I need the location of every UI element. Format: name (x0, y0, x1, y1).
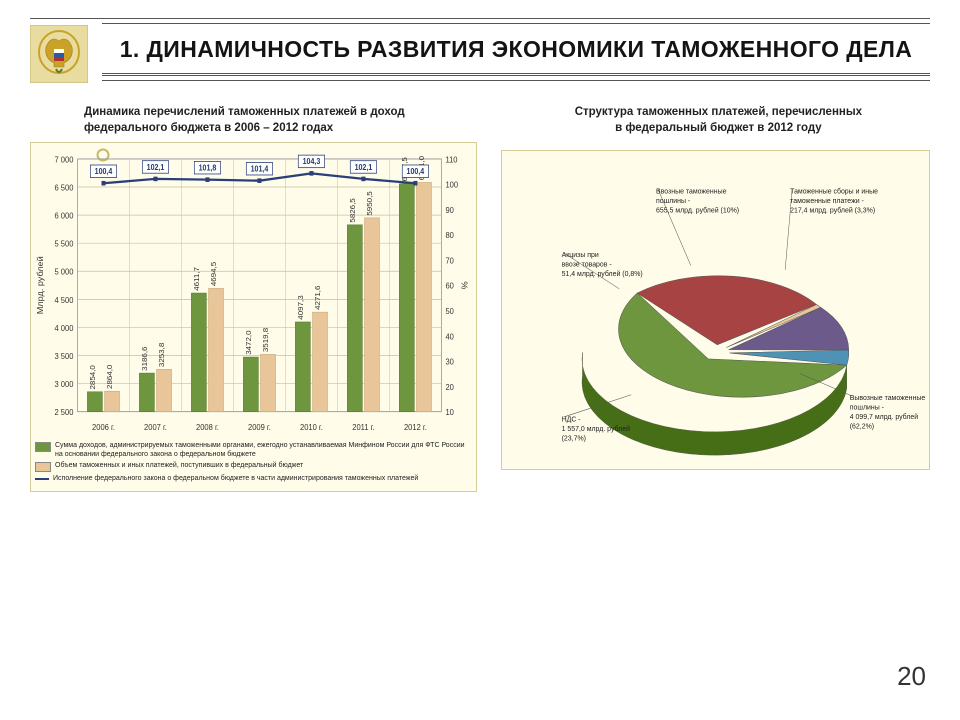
svg-text:30: 30 (445, 357, 454, 367)
svg-text:5826,5: 5826,5 (348, 198, 356, 222)
svg-text:2006 г.: 2006 г. (92, 423, 115, 433)
svg-text:4694,5: 4694,5 (209, 262, 217, 286)
svg-text:100,4: 100,4 (407, 167, 425, 177)
svg-text:2010 г.: 2010 г. (300, 423, 323, 433)
svg-text:101,8: 101,8 (199, 163, 217, 173)
svg-text:2011 г.: 2011 г. (352, 423, 374, 433)
slide-title: 1. ДИНАМИЧНОСТЬ РАЗВИТИЯ ЭКОНОМИКИ ТАМОЖ… (102, 34, 930, 65)
svg-text:2864,0: 2864,0 (105, 365, 113, 389)
svg-text:3472,0: 3472,0 (244, 331, 252, 355)
svg-text:1 557,0 млрд. рублей: 1 557,0 млрд. рублей (561, 424, 629, 433)
svg-text:Вывозные таможенные: Вывозные таможенные (850, 393, 925, 402)
svg-text:ввозе товаров -: ввозе товаров - (561, 259, 612, 268)
svg-text:Млрд. рублей: Млрд. рублей (36, 256, 45, 314)
legend-1: Сумма доходов, администрируемых таможенн… (55, 441, 472, 459)
left-chart-title-1: Динамика перечислений таможенных платеже… (84, 106, 405, 118)
bar-chart-panel: Динамика перечислений таможенных платеже… (30, 111, 477, 492)
svg-text:6 000: 6 000 (54, 211, 73, 221)
svg-text:102,1: 102,1 (147, 162, 165, 172)
svg-text:40: 40 (445, 332, 454, 342)
svg-text:2009 г.: 2009 г. (248, 423, 271, 433)
svg-text:2854,0: 2854,0 (88, 365, 96, 389)
svg-text:655,5 млрд. рублей (10%): 655,5 млрд. рублей (10%) (656, 205, 739, 214)
svg-text:110: 110 (445, 155, 458, 165)
svg-text:5950,5: 5950,5 (365, 191, 373, 215)
svg-text:3 000: 3 000 (54, 380, 73, 390)
svg-text:Таможенные сборы и иные: Таможенные сборы и иные (790, 186, 878, 195)
legend-2: Объем таможенных и иных платежей, поступ… (55, 461, 303, 470)
svg-text:102,1: 102,1 (355, 162, 373, 172)
svg-text:НДС -: НДС - (561, 414, 581, 423)
svg-text:2 500: 2 500 (54, 408, 73, 418)
right-chart-title-2: в федеральный бюджет в 2012 году (615, 122, 822, 134)
svg-text:Ввозные таможенные: Ввозные таможенные (656, 186, 726, 195)
svg-text:4097,3: 4097,3 (296, 295, 304, 319)
svg-text:2012 г.: 2012 г. (404, 423, 427, 433)
svg-text:3 500: 3 500 (54, 352, 73, 362)
svg-text:70: 70 (445, 256, 454, 266)
svg-text:51,4 млрд. рублей (0,8%): 51,4 млрд. рублей (0,8%) (561, 269, 642, 278)
page-number: 20 (897, 661, 926, 692)
svg-text:5 500: 5 500 (54, 239, 73, 249)
svg-text:4 099,7 млрд. рублей: 4 099,7 млрд. рублей (850, 412, 918, 421)
svg-text:пошлины -: пошлины - (656, 196, 691, 205)
svg-text:80: 80 (445, 231, 454, 241)
svg-text:100: 100 (445, 180, 458, 190)
svg-text:4 000: 4 000 (54, 323, 73, 333)
pie-chart-panel: Структура таможенных платежей, перечисле… (501, 111, 930, 492)
svg-text:3519,8: 3519,8 (261, 328, 269, 352)
svg-text:90: 90 (445, 206, 454, 216)
svg-text:4611,7: 4611,7 (192, 267, 200, 291)
svg-text:3253,8: 3253,8 (157, 343, 165, 367)
svg-text:3186,6: 3186,6 (140, 347, 148, 371)
svg-text:104,3: 104,3 (303, 157, 321, 167)
svg-text:2008 г.: 2008 г. (196, 423, 219, 433)
left-chart-title-2: федерального бюджета в 2006 – 2012 годах (84, 122, 333, 134)
customs-emblem-logo (30, 25, 88, 83)
svg-text:Акцизы при: Акцизы при (561, 250, 598, 259)
svg-text:6 500: 6 500 (54, 183, 73, 193)
svg-text:2007 г.: 2007 г. (144, 423, 167, 433)
svg-text:4271,6: 4271,6 (313, 286, 321, 310)
svg-text:101,4: 101,4 (251, 164, 269, 174)
bar-chart-legend: Сумма доходов, администрируемых таможенн… (31, 437, 476, 491)
svg-text:5 000: 5 000 (54, 267, 73, 277)
svg-text:7 000: 7 000 (54, 155, 73, 165)
svg-text:(23,7%): (23,7%) (561, 433, 585, 442)
svg-text:60: 60 (445, 281, 454, 291)
svg-text:пошлины -: пошлины - (850, 402, 885, 411)
svg-text:%: % (460, 281, 469, 289)
svg-text:(62,2%): (62,2%) (850, 422, 874, 431)
svg-text:50: 50 (445, 307, 454, 317)
legend-3: Исполнение федерального закона о федерал… (53, 474, 418, 483)
svg-text:100,4: 100,4 (95, 167, 113, 177)
svg-text:таможенные платежи -: таможенные платежи - (790, 196, 864, 205)
svg-text:10: 10 (445, 408, 454, 418)
svg-text:217,4 млрд. рублей (3,3%): 217,4 млрд. рублей (3,3%) (790, 205, 875, 214)
svg-text:20: 20 (445, 382, 454, 392)
right-chart-title-1: Структура таможенных платежей, перечисле… (575, 106, 862, 118)
svg-text:4 500: 4 500 (54, 295, 73, 305)
